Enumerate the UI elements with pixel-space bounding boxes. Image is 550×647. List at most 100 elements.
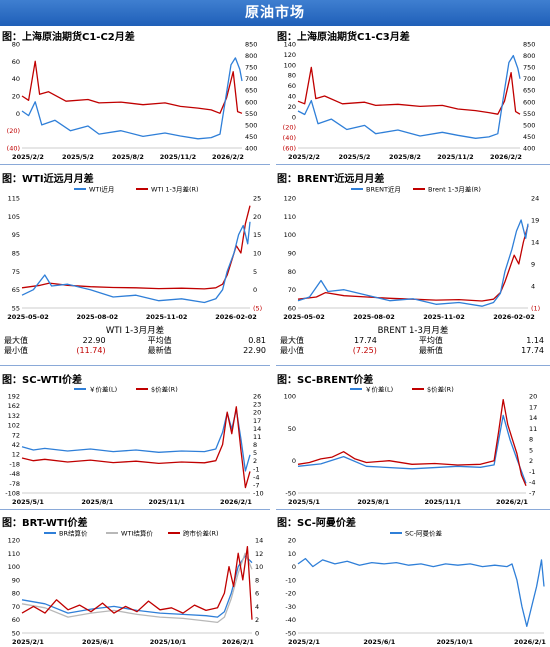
y-tick-label: 80 <box>12 41 20 49</box>
y-tick-label: 110 <box>8 550 20 558</box>
x-tick-label: 2026/2/1 <box>496 498 528 506</box>
y2-tick-label: 12 <box>255 550 263 558</box>
y2-tick-label: 5 <box>253 449 257 457</box>
y2-tick-label: 700 <box>523 75 535 83</box>
legend-label: $价差(R) <box>151 385 178 394</box>
y-tick-label: 90 <box>288 250 296 258</box>
y-tick-label: -20 <box>285 590 296 598</box>
y-tick-label: 40 <box>12 75 20 83</box>
legend-label: WTI 1-3月差(R) <box>151 185 199 194</box>
y2-tick-label: 25 <box>253 195 261 203</box>
y-tick-label: 20 <box>288 103 296 111</box>
stat-value: (11.74) <box>76 346 106 355</box>
legend-label: $价差(R) <box>427 385 454 394</box>
divider <box>276 509 550 510</box>
y2-tick-label: 15 <box>253 231 261 239</box>
y-tick-label: -50 <box>285 490 296 498</box>
y-tick-label: 120 <box>284 51 296 59</box>
y-tick-label: 60 <box>288 305 296 313</box>
y2-tick-label: 10 <box>255 563 263 571</box>
y-tick-label: 80 <box>12 590 20 598</box>
y-tick-label: -10 <box>285 576 296 584</box>
legend-label: BRENT近月 <box>366 185 401 194</box>
series-line-blue <box>297 54 521 139</box>
y-tick-label: 192 <box>8 393 20 401</box>
y2-tick-label: 5 <box>253 268 257 276</box>
series-line-red <box>21 205 251 290</box>
series-line-red <box>21 545 253 620</box>
x-tick-label: 2026/2/1 <box>220 498 252 506</box>
y2-tick-label: 20 <box>253 213 261 221</box>
y2-tick-label: 20 <box>253 409 261 417</box>
x-tick-label: 2025/11/2 <box>437 153 473 161</box>
y-tick-label: 60 <box>12 58 20 66</box>
chart-brent-spread: 120 110 100 90 80 70 60 24 19 14 9 4 (1) 2025-05-02 20… <box>283 185 540 322</box>
x-tick-label: 2025/8/2 <box>112 153 144 161</box>
series-line-red <box>21 60 243 114</box>
series-line-blue <box>297 557 545 628</box>
y2-tick-label: 450 <box>523 133 535 141</box>
y2-tick-label: -4 <box>253 473 259 481</box>
y2-tick-label: -7 <box>529 490 535 498</box>
y2-tick-label: 850 <box>245 41 257 49</box>
stat-value: 22.90 <box>82 336 106 345</box>
y2-tick-label: 2 <box>255 616 259 624</box>
stats-title-brent: BRENT 1-3月月差 <box>377 326 449 336</box>
y2-tick-label: 8 <box>253 441 257 449</box>
y2-tick-label: 20 <box>529 393 537 401</box>
y-tick-label: 72 <box>12 431 20 439</box>
y-tick-label: 60 <box>288 82 296 90</box>
stats-title-wti: WTI 1-3月月差 <box>105 326 165 336</box>
table-row: 最大值 17.74 平均值 1.14 <box>278 336 546 346</box>
y-tick-label: -48 <box>9 470 20 478</box>
y2-tick-label: 14 <box>529 414 537 422</box>
y2-tick-label: 24 <box>531 195 539 203</box>
y-tick-label: 120 <box>284 195 296 203</box>
y-tick-label: 0 <box>292 563 296 571</box>
x-tick-label: 2025/10/1 <box>436 638 473 646</box>
x-tick-label: 2026-02-02 <box>493 313 535 321</box>
y2-tick-label: 750 <box>523 64 535 72</box>
x-tick-label: 2025/8/1 <box>81 498 113 506</box>
y-tick-label: 60 <box>12 616 20 624</box>
y-tick-label: 90 <box>12 576 20 584</box>
y-tick-label: 95 <box>12 231 20 239</box>
y2-tick-label: 2 <box>529 457 533 465</box>
panel-title-sc-c1c2: 图：上海原油期货C1-C2月差 <box>2 32 135 43</box>
series-line-red <box>297 66 521 115</box>
y2-tick-label: 0 <box>255 630 259 638</box>
y2-tick-label: 700 <box>245 75 257 83</box>
y-tick-label: -30 <box>285 603 296 611</box>
y-tick-label: (60) <box>283 145 296 153</box>
x-tick-label: 2026/2/1 <box>222 638 254 646</box>
y2-tick-label: 550 <box>523 110 535 118</box>
x-tick-label: 2026/2/1 <box>514 638 546 646</box>
y-tick-label: 140 <box>284 41 296 49</box>
panel-title-sc-oman: 图：SC-阿曼价差 <box>277 518 356 529</box>
y2-tick-label: 8 <box>529 436 533 444</box>
y2-tick-label: 4 <box>531 283 535 291</box>
y2-tick-label: 500 <box>523 121 535 129</box>
y-tick-label: 50 <box>12 630 20 638</box>
y-tick-label: 75 <box>12 268 20 276</box>
y2-tick-label: (5) <box>253 305 262 313</box>
y2-tick-label: 800 <box>523 52 535 60</box>
y2-tick-label: 850 <box>523 41 535 49</box>
y2-tick-label: 26 <box>253 393 261 401</box>
y-tick-label: 0 <box>292 113 296 121</box>
y2-tick-label: 450 <box>245 133 257 141</box>
table-row: 最小值 (11.74) 最新值 22.90 <box>2 346 268 356</box>
chart-sc-c1c2: 80 60 40 20 0 (20) (40) 850 800 750 700 650 600 550 50… <box>7 41 258 162</box>
x-tick-label: 2025/8/2 <box>389 153 421 161</box>
y2-tick-label: -10 <box>253 490 264 498</box>
y-tick-label: 102 <box>8 422 20 430</box>
y2-tick-label: -1 <box>253 465 259 473</box>
y2-tick-label: 11 <box>529 425 537 433</box>
y2-tick-label: 650 <box>523 87 535 95</box>
stat-label: 平均值 <box>418 336 443 345</box>
x-tick-label: 2025/5/2 <box>62 153 94 161</box>
y2-tick-label: -7 <box>253 481 259 489</box>
y2-tick-label: 500 <box>245 121 257 129</box>
x-tick-label: 2025/2/1 <box>288 638 320 646</box>
divider <box>276 164 550 165</box>
